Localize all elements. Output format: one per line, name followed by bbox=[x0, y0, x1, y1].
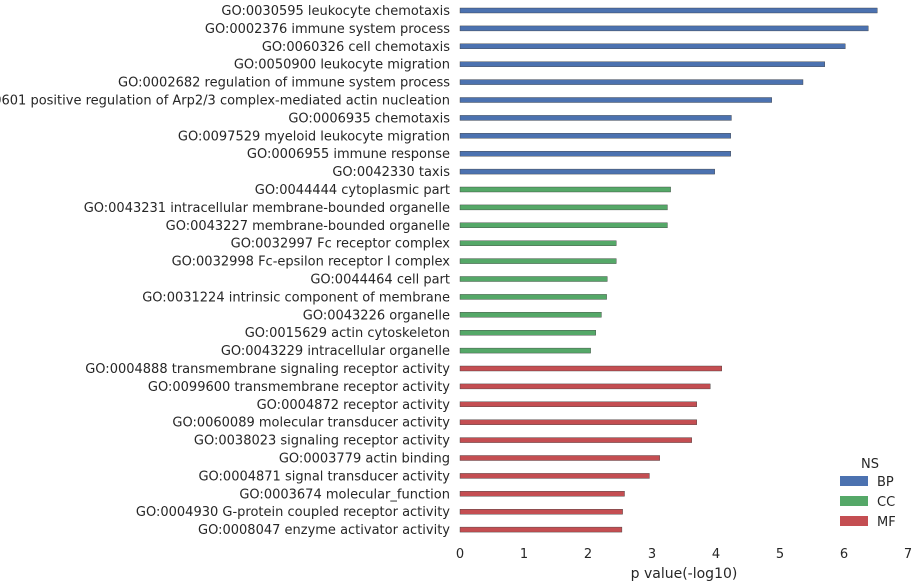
y-tick-label: GO:0044444 cytoplasmic part bbox=[255, 183, 450, 198]
bar-cc bbox=[459, 186, 671, 193]
bars-group bbox=[459, 7, 878, 533]
bar-bp bbox=[459, 7, 878, 14]
bar-bp bbox=[459, 115, 732, 121]
y-tick-label: GO:0043227 membrane-bounded organelle bbox=[166, 219, 450, 234]
bar-bp bbox=[459, 79, 804, 85]
bar-mf bbox=[459, 437, 692, 443]
y-tick-label: GO:0060326 cell chemotaxis bbox=[262, 40, 450, 55]
bar-cc bbox=[459, 276, 608, 282]
y-tick-label: GO:0031224 intrinsic component of membra… bbox=[142, 290, 450, 305]
bar-bp bbox=[459, 168, 715, 175]
legend-label-cc: CC bbox=[877, 495, 895, 510]
y-tick-label: GO:0004872 receptor activity bbox=[257, 398, 451, 413]
bar-cc bbox=[459, 258, 617, 264]
y-tick-label: GO:0015629 actin cytoskeleton bbox=[245, 326, 450, 341]
x-tick-label: 1 bbox=[520, 547, 528, 562]
bar-cc bbox=[459, 312, 602, 318]
legend: NS BP CC MF bbox=[840, 457, 896, 530]
y-tick-label: GO:0006935 chemotaxis bbox=[288, 111, 450, 126]
bar-cc bbox=[459, 240, 617, 246]
y-tick-label: GO:0008047 enzyme activator activity bbox=[198, 523, 450, 538]
y-tick-label: GO:0004888 transmembrane signaling recep… bbox=[85, 362, 450, 377]
x-tick-label: 3 bbox=[648, 547, 656, 562]
y-tick-label: GO:0004871 signal transducer activity bbox=[198, 469, 450, 484]
bar-mf bbox=[459, 401, 698, 407]
legend-swatch-bp bbox=[840, 476, 868, 486]
legend-title: NS bbox=[861, 457, 879, 472]
y-tick-label: GO:0003674 molecular_function bbox=[239, 487, 450, 502]
legend-label-mf: MF bbox=[877, 515, 896, 530]
bar-mf bbox=[459, 491, 625, 497]
x-tick-label: 2 bbox=[584, 547, 592, 562]
y-tick-labels: GO:0030595 leukocyte chemotaxis GO:000237… bbox=[0, 4, 450, 538]
x-tick-label: 0 bbox=[456, 547, 464, 562]
legend-swatch-cc bbox=[840, 496, 868, 506]
x-tick-label: 5 bbox=[776, 547, 784, 562]
bar-cc bbox=[459, 330, 596, 336]
bar-mf bbox=[459, 455, 660, 461]
bar-mf bbox=[459, 419, 698, 425]
bar-bp bbox=[459, 43, 846, 49]
y-tick-label: GO:0002376 immune system process bbox=[205, 22, 450, 37]
bar-cc bbox=[459, 294, 607, 300]
bar-bp bbox=[459, 61, 825, 67]
y-tick-label: GO:0099600 transmembrane receptor activi… bbox=[148, 380, 450, 395]
x-tick-labels: 0 1 2 3 4 5 6 7 bbox=[456, 547, 912, 562]
y-tick-label: GO:0032997 Fc receptor complex bbox=[231, 237, 451, 252]
y-tick-label: GO:0043226 organelle bbox=[303, 308, 450, 323]
y-tick-label: GO:0006955 immune response bbox=[247, 147, 450, 162]
bar-mf bbox=[459, 365, 722, 372]
y-tick-label: GO:0004930 G-protein coupled receptor ac… bbox=[136, 505, 450, 520]
bar-bp bbox=[459, 133, 731, 139]
bar-bp bbox=[459, 25, 869, 32]
y-tick-label: GO:0044464 cell part bbox=[310, 273, 450, 288]
x-tick-label: 6 bbox=[840, 547, 848, 562]
bar-mf bbox=[459, 509, 623, 515]
bar-cc bbox=[459, 347, 591, 354]
bar-mf bbox=[459, 383, 711, 390]
bar-mf bbox=[459, 473, 650, 479]
y-tick-label: GO:0060089 molecular transducer activity bbox=[172, 416, 450, 431]
y-tick-label: GO:0097529 myeloid leukocyte migration bbox=[178, 129, 450, 144]
legend-swatch-mf bbox=[840, 516, 868, 526]
y-tick-label: GO:0002682 regulation of immune system p… bbox=[118, 76, 450, 91]
y-tick-label: GO:0042330 taxis bbox=[332, 165, 450, 180]
y-tick-label: GO:0050900 leukocyte migration bbox=[234, 58, 450, 73]
y-tick-label: GO:0043231 intracellular membrane-bounde… bbox=[84, 201, 450, 216]
y-tick-label: GO:0032998 Fc-epsilon receptor I complex bbox=[172, 255, 451, 270]
bar-cc bbox=[459, 222, 668, 229]
bar-mf bbox=[459, 526, 623, 533]
bar-bp bbox=[459, 150, 731, 157]
bar-bp bbox=[459, 97, 772, 103]
y-tick-label: GO:0003779 actin binding bbox=[279, 452, 450, 467]
y-tick-label: GO:0043229 intracellular organelle bbox=[221, 344, 450, 359]
y-tick-label: GO:0030595 leukocyte chemotaxis bbox=[221, 4, 450, 19]
x-axis-title: p value(-log10) bbox=[631, 566, 738, 582]
y-tick-label: GO:0038023 signaling receptor activity bbox=[194, 434, 450, 449]
y-tick-label: GO:2000601 positive regulation of Arp2/3… bbox=[0, 94, 450, 109]
x-tick-label: 4 bbox=[712, 547, 720, 562]
x-tick-label: 7 bbox=[904, 547, 912, 562]
bar-cc bbox=[459, 204, 668, 211]
legend-label-bp: BP bbox=[877, 475, 894, 490]
